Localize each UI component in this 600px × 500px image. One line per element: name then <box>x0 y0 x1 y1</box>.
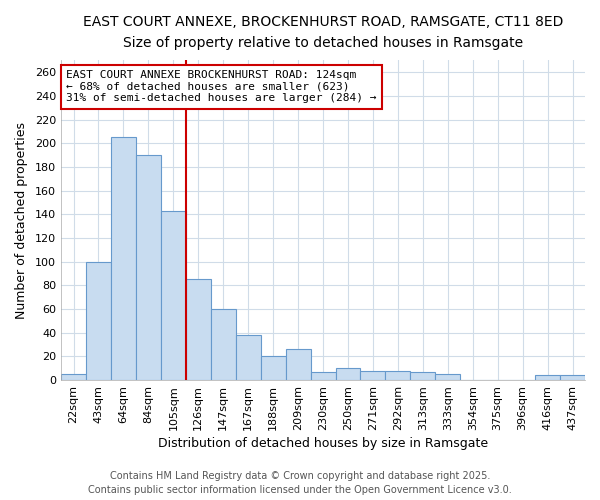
X-axis label: Distribution of detached houses by size in Ramsgate: Distribution of detached houses by size … <box>158 437 488 450</box>
Bar <box>335 368 361 380</box>
Bar <box>311 372 335 380</box>
Title: EAST COURT ANNEXE, BROCKENHURST ROAD, RAMSGATE, CT11 8ED
Size of property relati: EAST COURT ANNEXE, BROCKENHURST ROAD, RA… <box>83 15 563 50</box>
Bar <box>236 335 260 380</box>
Bar <box>161 211 186 380</box>
Bar <box>211 309 236 380</box>
Text: Contains HM Land Registry data © Crown copyright and database right 2025.
Contai: Contains HM Land Registry data © Crown c… <box>88 471 512 495</box>
Bar <box>286 350 311 380</box>
Bar <box>136 155 161 380</box>
Bar <box>86 262 111 380</box>
Bar <box>560 376 585 380</box>
Y-axis label: Number of detached properties: Number of detached properties <box>15 122 28 319</box>
Bar <box>361 370 385 380</box>
Bar <box>385 370 410 380</box>
Bar <box>410 372 436 380</box>
Bar <box>61 374 86 380</box>
Bar <box>186 280 211 380</box>
Bar <box>436 374 460 380</box>
Bar <box>260 356 286 380</box>
Text: EAST COURT ANNEXE BROCKENHURST ROAD: 124sqm
← 68% of detached houses are smaller: EAST COURT ANNEXE BROCKENHURST ROAD: 124… <box>66 70 377 103</box>
Bar <box>111 138 136 380</box>
Bar <box>535 376 560 380</box>
